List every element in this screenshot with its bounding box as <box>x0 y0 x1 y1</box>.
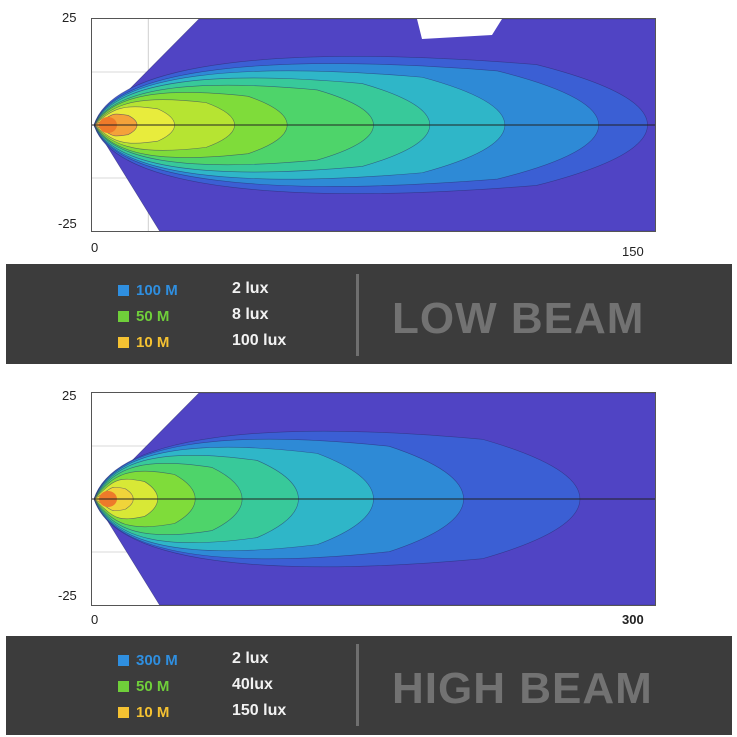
legend-lux-3: 100 lux <box>232 332 287 349</box>
legend-row-1: 300 M <box>118 650 178 670</box>
high-beam-contour-svg <box>92 393 655 605</box>
y-tick-top: 25 <box>62 388 77 403</box>
legend-swatch-1 <box>118 284 129 296</box>
legend-swatch-2 <box>118 680 129 692</box>
high-beam-plot <box>91 392 656 606</box>
legend-distance-1: 300 M <box>136 651 178 669</box>
low-beam-panel: 25 -25 0 150 100 M 50 M 10 M 2 lux 8 lux… <box>0 0 737 368</box>
x-tick-end: 300 <box>622 612 644 627</box>
legend-lux-3: 150 lux <box>232 702 287 719</box>
legend-swatch-1 <box>118 654 129 666</box>
x-tick-start: 0 <box>91 612 99 627</box>
legend-swatch-2 <box>118 310 129 322</box>
legend-divider <box>356 644 359 726</box>
legend-row-1: 100 M <box>118 280 178 300</box>
x-tick-start: 0 <box>91 240 99 255</box>
y-tick-top: 25 <box>62 10 77 25</box>
beam-title: HIGH BEAM <box>392 664 653 713</box>
high-beam-panel: 25 -25 0 300 300 M 50 M 10 M 2 lux 40lux… <box>0 368 737 737</box>
legend-lux-1: 2 lux <box>232 280 269 297</box>
legend-swatch-3 <box>118 706 129 718</box>
beam-title: LOW BEAM <box>392 294 645 343</box>
legend-distance-1: 100 M <box>136 281 178 299</box>
data-gap <box>417 19 502 39</box>
legend-distance-2: 50 M <box>136 677 170 695</box>
legend-row-3: 10 M <box>118 332 169 352</box>
legend-distance-2: 50 M <box>136 307 170 325</box>
low-beam-legend-bar: 100 M 50 M 10 M 2 lux 8 lux 100 lux LOW … <box>6 264 732 364</box>
x-tick-end: 150 <box>622 244 644 259</box>
legend-distance-3: 10 M <box>136 333 170 351</box>
low-beam-contour-svg <box>92 19 655 231</box>
y-tick-bottom: -25 <box>58 588 77 603</box>
legend-lux-2: 40lux <box>232 676 273 693</box>
legend-row-2: 50 M <box>118 676 169 696</box>
low-beam-plot <box>91 18 656 232</box>
high-beam-legend-bar: 300 M 50 M 10 M 2 lux 40lux 150 lux HIGH… <box>6 636 732 735</box>
legend-lux-1: 2 lux <box>232 650 269 667</box>
legend-swatch-3 <box>118 336 129 348</box>
y-tick-bottom: -25 <box>58 216 77 231</box>
legend-lux-2: 8 lux <box>232 306 269 323</box>
legend-distance-3: 10 M <box>136 703 170 721</box>
legend-row-2: 50 M <box>118 306 169 326</box>
legend-row-3: 10 M <box>118 702 169 722</box>
legend-divider <box>356 274 359 356</box>
